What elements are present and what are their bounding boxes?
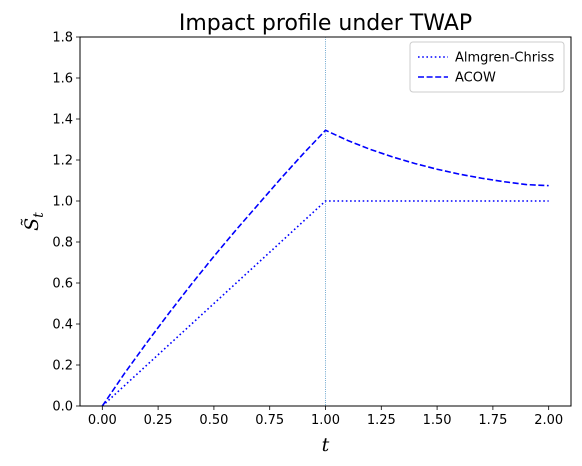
legend-label-almgren-chriss: Almgren-Chriss bbox=[455, 51, 554, 66]
x-tick-label: 1.00 bbox=[311, 413, 340, 428]
y-tick-label: 1.0 bbox=[52, 195, 73, 210]
y-axis-label-subscript: t bbox=[31, 212, 47, 218]
y-tick-label: 1.4 bbox=[52, 113, 73, 128]
plot-area bbox=[101, 37, 549, 407]
x-tick-label: 1.75 bbox=[478, 413, 507, 428]
x-tick-label: 0.25 bbox=[144, 413, 173, 428]
x-tick-label: 0.50 bbox=[199, 413, 228, 428]
svg-text:S̃t: S̃t bbox=[21, 212, 47, 231]
y-tick-label: 0.2 bbox=[52, 359, 73, 374]
x-tick-label: 0.75 bbox=[255, 413, 284, 428]
x-tick-label: 0.00 bbox=[88, 413, 117, 428]
series-line-acow bbox=[101, 129, 549, 407]
legend: Almgren-Chriss ACOW bbox=[409, 41, 565, 93]
x-tick-label: 2.00 bbox=[534, 413, 563, 428]
legend-box bbox=[409, 41, 565, 93]
series-line-almgren-chriss bbox=[101, 200, 549, 407]
y-tick-label: 0.4 bbox=[52, 318, 73, 333]
y-axis-label: S̃ bbox=[21, 218, 43, 231]
y-tick-label: 0.0 bbox=[52, 400, 73, 415]
y-tick-label: 1.8 bbox=[52, 31, 73, 46]
y-tick-label: 0.6 bbox=[52, 277, 73, 292]
y-axis: 0.0 0.2 0.4 0.6 0.8 1.0 1.2 1.4 1.6 1.8 bbox=[52, 31, 80, 415]
y-axis-label-group: S̃t bbox=[21, 212, 47, 231]
x-axis-label: t bbox=[322, 434, 330, 456]
chart-title: Impact profile under TWAP bbox=[179, 11, 472, 36]
y-tick-label: 0.8 bbox=[52, 236, 73, 251]
y-tick-label: 1.6 bbox=[52, 72, 73, 87]
x-axis: 0.00 0.25 0.50 0.75 1.00 1.25 1.50 1.75 2.00 bbox=[88, 406, 563, 428]
x-tick-label: 1.50 bbox=[423, 413, 452, 428]
y-tick-label: 1.2 bbox=[52, 154, 73, 169]
x-tick-label: 1.25 bbox=[367, 413, 396, 428]
legend-label-acow: ACOW bbox=[455, 71, 496, 86]
